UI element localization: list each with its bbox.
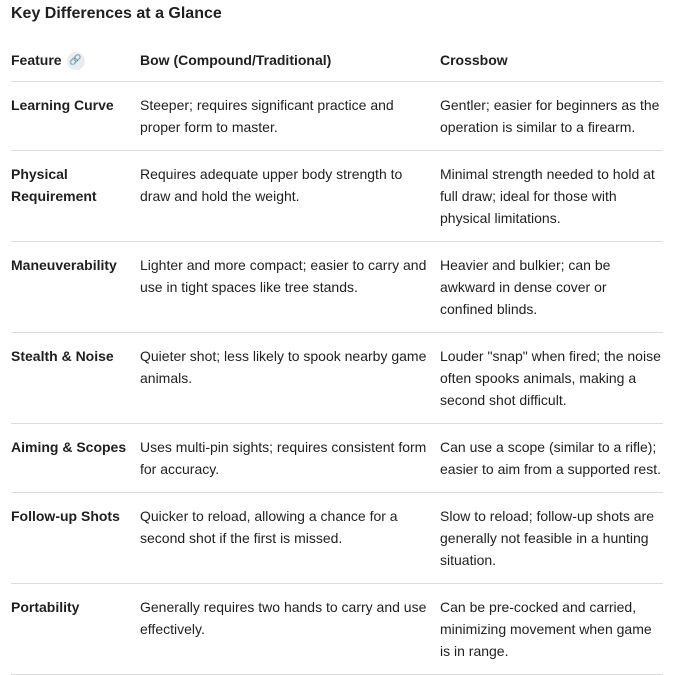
bow-cell: Generally requires two hands to carry an… [140,599,427,637]
feature-cell: Follow-up Shots [11,508,120,524]
table-row: Maneuverability Lighter and more compact;… [11,242,663,333]
table-row: Portability Generally requires two hands … [11,584,663,675]
bow-cell: Quicker to reload, allowing a chance for… [140,508,398,546]
crossbow-cell: Slow to reload; follow-up shots are gene… [440,508,654,568]
feature-cell: Portability [11,599,80,615]
feature-cell: Stealth & Noise [11,348,114,364]
crossbow-cell: Can be pre-cocked and carried, minimizin… [440,599,652,659]
table-row: Physical Requirement Requires adequate up… [11,151,663,242]
crossbow-cell: Minimal strength needed to hold at full … [440,166,655,226]
table-row: Follow-up Shots Quicker to reload, allowi… [11,493,663,584]
table-row: Aiming & Scopes Uses multi-pin sights; re… [11,424,663,493]
table-header-row: Feature 🔗 Bow (Compound/Traditional) Cros… [11,38,663,82]
feature-cell: Learning Curve [11,97,114,113]
bow-cell: Requires adequate upper body strength to… [140,166,403,204]
feature-cell: Aiming & Scopes [11,439,127,455]
bow-cell: Uses multi-pin sights; requires consiste… [140,439,427,477]
table-row: Stealth & Noise Quieter shot; less likely… [11,333,663,424]
bow-cell: Quieter shot; less likely to spook nearb… [140,348,427,386]
bow-cell: Lighter and more compact; easier to carr… [140,257,427,295]
feature-cell: Maneuverability [11,257,117,273]
bow-cell: Steeper; requires significant practice a… [140,97,394,135]
section-title: Key Differences at a Glance [11,5,222,22]
crossbow-cell: Can use a scope (similar to a rifle); ea… [440,439,661,477]
crossbow-cell: Heavier and bulkier; can be awkward in d… [440,257,611,317]
crossbow-cell: Louder "snap" when fired; the noise ofte… [440,348,661,408]
header-crossbow: Crossbow [440,52,508,68]
link-icon[interactable]: 🔗 [66,52,85,71]
table-row: Learning Curve Steeper; requires signific… [11,82,663,151]
crossbow-cell: Gentler; easier for beginners as the ope… [440,97,660,135]
header-bow: Bow (Compound/Traditional) [140,52,332,68]
comparison-table: Feature 🔗 Bow (Compound/Traditional) Cros… [11,38,663,675]
feature-cell: Physical Requirement [11,166,97,204]
header-feature: Feature 🔗 [11,38,140,82]
